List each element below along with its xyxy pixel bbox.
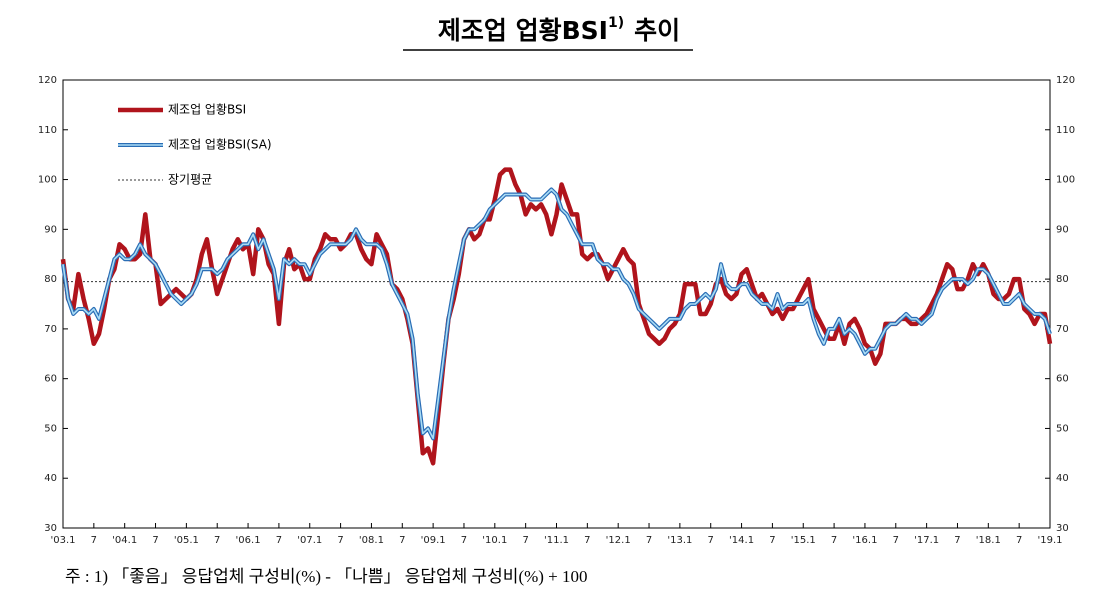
x-tick-label: 7: [152, 535, 158, 546]
chart-title: 제조업 업황BSI1) 추이: [438, 15, 680, 45]
x-tick-label: '05.1: [174, 535, 199, 546]
series-line: [62, 188, 1051, 440]
x-tick-label: '19.1: [1037, 535, 1062, 546]
x-tick-label: '13.1: [667, 535, 692, 546]
x-tick-label: '09.1: [421, 535, 446, 546]
x-tick-label: '12.1: [606, 535, 631, 546]
y-tick-label: 100: [38, 175, 57, 186]
x-tick-label: '04.1: [112, 535, 137, 546]
x-tick-label: 7: [337, 535, 343, 546]
x-tick-label: 7: [646, 535, 652, 546]
x-tick-label: '06.1: [236, 535, 261, 546]
x-tick-label: 7: [461, 535, 467, 546]
x-tick-label: 7: [276, 535, 282, 546]
y2-tick-label: 50: [1056, 423, 1069, 434]
y2-tick-label: 70: [1056, 324, 1069, 335]
x-tick-label: 7: [831, 535, 837, 546]
y-tick-label: 90: [44, 224, 57, 235]
y-tick-label: 50: [44, 423, 57, 434]
y-tick-label: 60: [44, 374, 57, 385]
x-tick-label: '18.1: [976, 535, 1001, 546]
legend-label: 제조업 업황BSI: [168, 103, 246, 117]
y-tick-label: 30: [44, 523, 57, 534]
y-tick-label: 110: [38, 125, 57, 136]
y-tick-label: 80: [44, 274, 57, 285]
series-line: [61, 187, 1052, 441]
y2-tick-label: 90: [1056, 224, 1069, 235]
x-tick-label: 7: [954, 535, 960, 546]
x-tick-label: '16.1: [852, 535, 877, 546]
footnote: 주 : 1) 「좋음」 응답업체 구성비(%) - 「나쁨」 응답업체 구성비(…: [65, 567, 588, 586]
x-tick-label: '15.1: [791, 535, 816, 546]
legend-label: 장기평균: [168, 173, 212, 187]
y2-tick-label: 120: [1056, 75, 1075, 86]
y-tick-label: 120: [38, 75, 57, 86]
title-sup: 1): [608, 15, 624, 31]
x-tick-label: 7: [91, 535, 97, 546]
x-tick-label: 7: [1016, 535, 1022, 546]
x-tick-label: '10.1: [482, 535, 507, 546]
x-tick-label: 7: [399, 535, 405, 546]
y-tick-label: 70: [44, 324, 57, 335]
title-main: 제조업 업황BSI: [438, 16, 608, 45]
x-tick-label: '07.1: [297, 535, 322, 546]
legend-label: 제조업 업황BSI(SA): [168, 138, 272, 152]
series-line: [60, 167, 1053, 466]
x-tick-label: 7: [708, 535, 714, 546]
y2-tick-label: 30: [1056, 523, 1069, 534]
y2-tick-label: 100: [1056, 175, 1075, 186]
x-tick-label: 7: [893, 535, 899, 546]
x-tick-label: 7: [522, 535, 528, 546]
y2-tick-label: 110: [1056, 125, 1075, 136]
y-tick-label: 40: [44, 473, 57, 484]
x-tick-label: '03.1: [50, 535, 75, 546]
x-tick-label: '14.1: [729, 535, 754, 546]
x-tick-label: 7: [769, 535, 775, 546]
y2-tick-label: 80: [1056, 274, 1069, 285]
x-tick-label: '08.1: [359, 535, 384, 546]
x-tick-label: '17.1: [914, 535, 939, 546]
y2-tick-label: 60: [1056, 374, 1069, 385]
x-tick-label: '11.1: [544, 535, 569, 546]
title-suffix: 추이: [634, 16, 680, 45]
x-tick-label: 7: [584, 535, 590, 546]
y2-tick-label: 40: [1056, 473, 1069, 484]
x-tick-label: 7: [214, 535, 220, 546]
